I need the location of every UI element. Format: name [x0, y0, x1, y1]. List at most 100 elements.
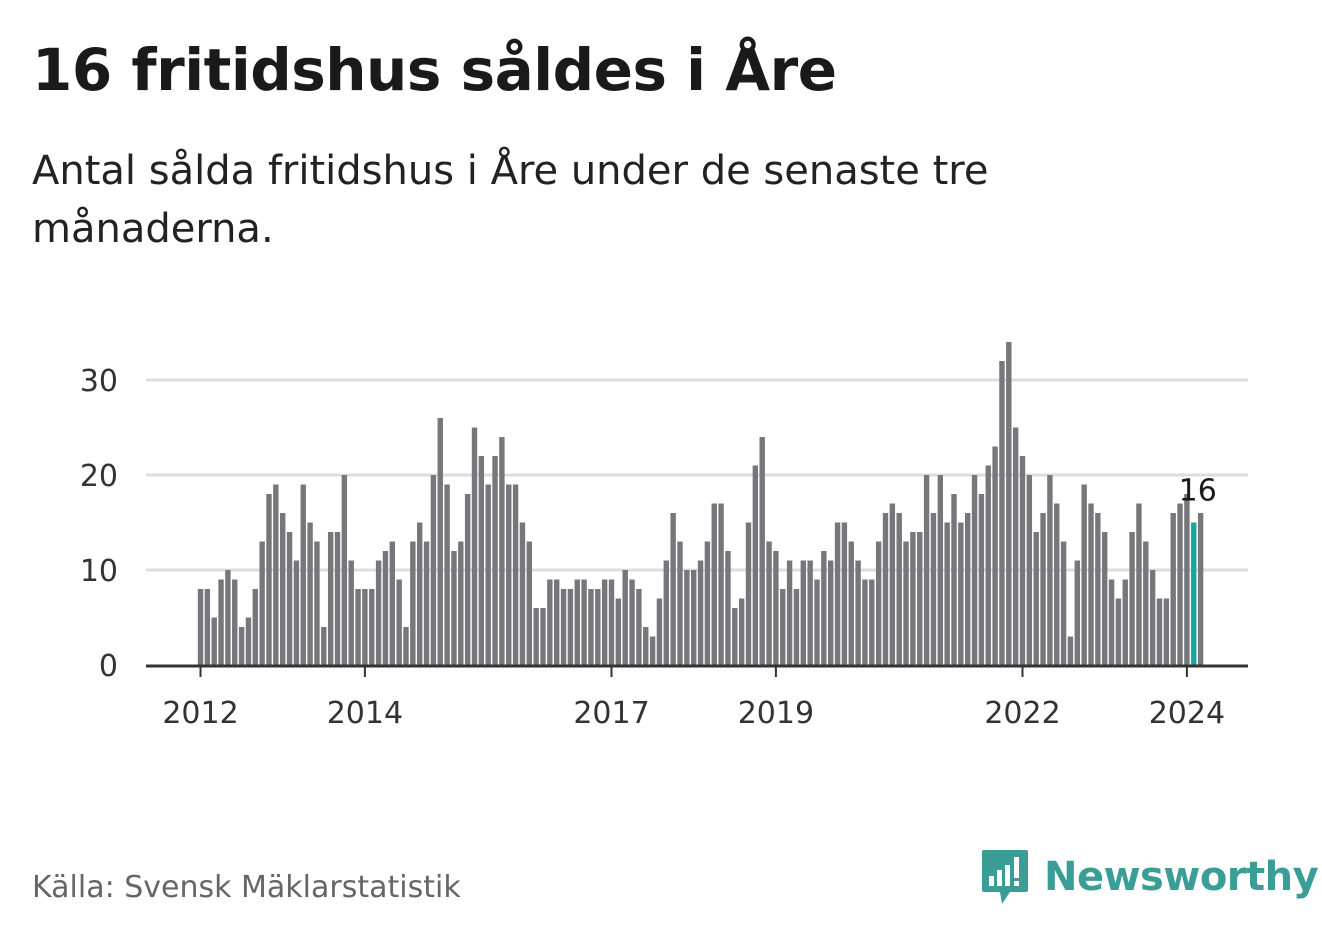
bar — [1184, 494, 1190, 665]
brand-logo: Newsworthy — [980, 848, 1319, 906]
bar — [485, 484, 491, 665]
bar — [464, 494, 471, 665]
bar — [814, 579, 820, 665]
bar — [643, 627, 649, 665]
bar — [971, 475, 978, 665]
chart-title: 16 fritidshus såldes i Åre — [32, 36, 837, 104]
bar — [327, 532, 334, 665]
bar — [499, 437, 505, 665]
bar — [1054, 503, 1060, 665]
bar — [828, 560, 834, 665]
bar — [554, 579, 560, 665]
bar — [951, 494, 957, 665]
bar — [944, 522, 950, 665]
bar — [793, 589, 800, 665]
bar — [629, 579, 635, 665]
bar — [321, 627, 327, 665]
axes — [146, 664, 1248, 677]
bar — [636, 589, 642, 665]
bar — [1074, 560, 1080, 665]
bar — [930, 513, 937, 665]
bar — [451, 551, 457, 665]
y-tick-label: 20 — [80, 459, 118, 494]
bar — [773, 551, 779, 665]
bar — [588, 589, 594, 665]
bar — [622, 570, 628, 665]
bar — [615, 598, 622, 665]
bar — [965, 513, 971, 665]
bar — [862, 579, 868, 665]
bar — [574, 579, 580, 665]
source-note: Källa: Svensk Mäklarstatistik — [32, 870, 461, 905]
bar — [341, 475, 348, 665]
bar — [1115, 598, 1122, 665]
bar — [519, 522, 526, 665]
bar — [937, 475, 943, 665]
bar — [478, 456, 485, 665]
bar — [1136, 503, 1142, 665]
brand-name: Newsworthy — [1044, 854, 1319, 900]
bar — [540, 608, 546, 665]
bar — [903, 541, 909, 665]
bar — [389, 541, 395, 665]
bar — [807, 560, 813, 665]
bar — [355, 589, 361, 665]
bar — [512, 484, 519, 665]
bar — [273, 484, 279, 665]
bar — [677, 541, 683, 665]
bar — [1149, 570, 1156, 665]
bar — [307, 522, 313, 665]
bar — [759, 437, 765, 665]
bar — [560, 589, 567, 665]
bar — [841, 522, 848, 665]
bar — [204, 589, 211, 665]
bar — [225, 570, 231, 665]
bar — [738, 598, 745, 665]
bars — [197, 342, 1204, 665]
bar — [745, 522, 752, 665]
bar — [375, 560, 382, 665]
bar — [752, 465, 759, 665]
bar — [492, 456, 498, 665]
bar — [1122, 579, 1128, 665]
bar — [362, 589, 368, 665]
bar — [211, 617, 217, 665]
bar — [1060, 541, 1067, 665]
bar — [1170, 513, 1176, 665]
chart-subtitle: Antal sålda fritidshus i Åre under de se… — [32, 148, 989, 252]
bar — [821, 551, 827, 665]
x-tick-label: 2019 — [738, 696, 814, 731]
bar — [232, 579, 238, 665]
bar — [691, 570, 697, 665]
x-tick-label: 2012 — [162, 696, 238, 731]
labels: 0 10 20 30 2012 2014 2017 2019 2022 2024 16 — [80, 364, 1225, 731]
bar — [1197, 513, 1204, 665]
bar — [1129, 532, 1135, 665]
bar — [1012, 427, 1019, 665]
bar — [266, 494, 272, 665]
bar — [923, 475, 930, 665]
bar — [1088, 503, 1094, 665]
bar — [314, 541, 320, 665]
bar-highlight — [1191, 522, 1197, 665]
bar — [506, 484, 512, 665]
bar — [581, 579, 587, 665]
bar — [711, 503, 717, 665]
bar — [697, 560, 704, 665]
bar — [533, 608, 539, 665]
bar — [1095, 513, 1101, 665]
bar — [1143, 541, 1149, 665]
bar — [567, 589, 574, 665]
bar — [1047, 475, 1053, 665]
bar — [417, 522, 423, 665]
x-tick-label: 2022 — [984, 696, 1060, 731]
bar — [1006, 342, 1012, 665]
bar — [601, 579, 608, 665]
bar — [396, 579, 402, 665]
bar — [245, 617, 252, 665]
bar — [1067, 636, 1074, 665]
bar — [252, 589, 258, 665]
bar — [526, 541, 532, 665]
bar — [889, 503, 896, 665]
bar — [259, 541, 265, 665]
